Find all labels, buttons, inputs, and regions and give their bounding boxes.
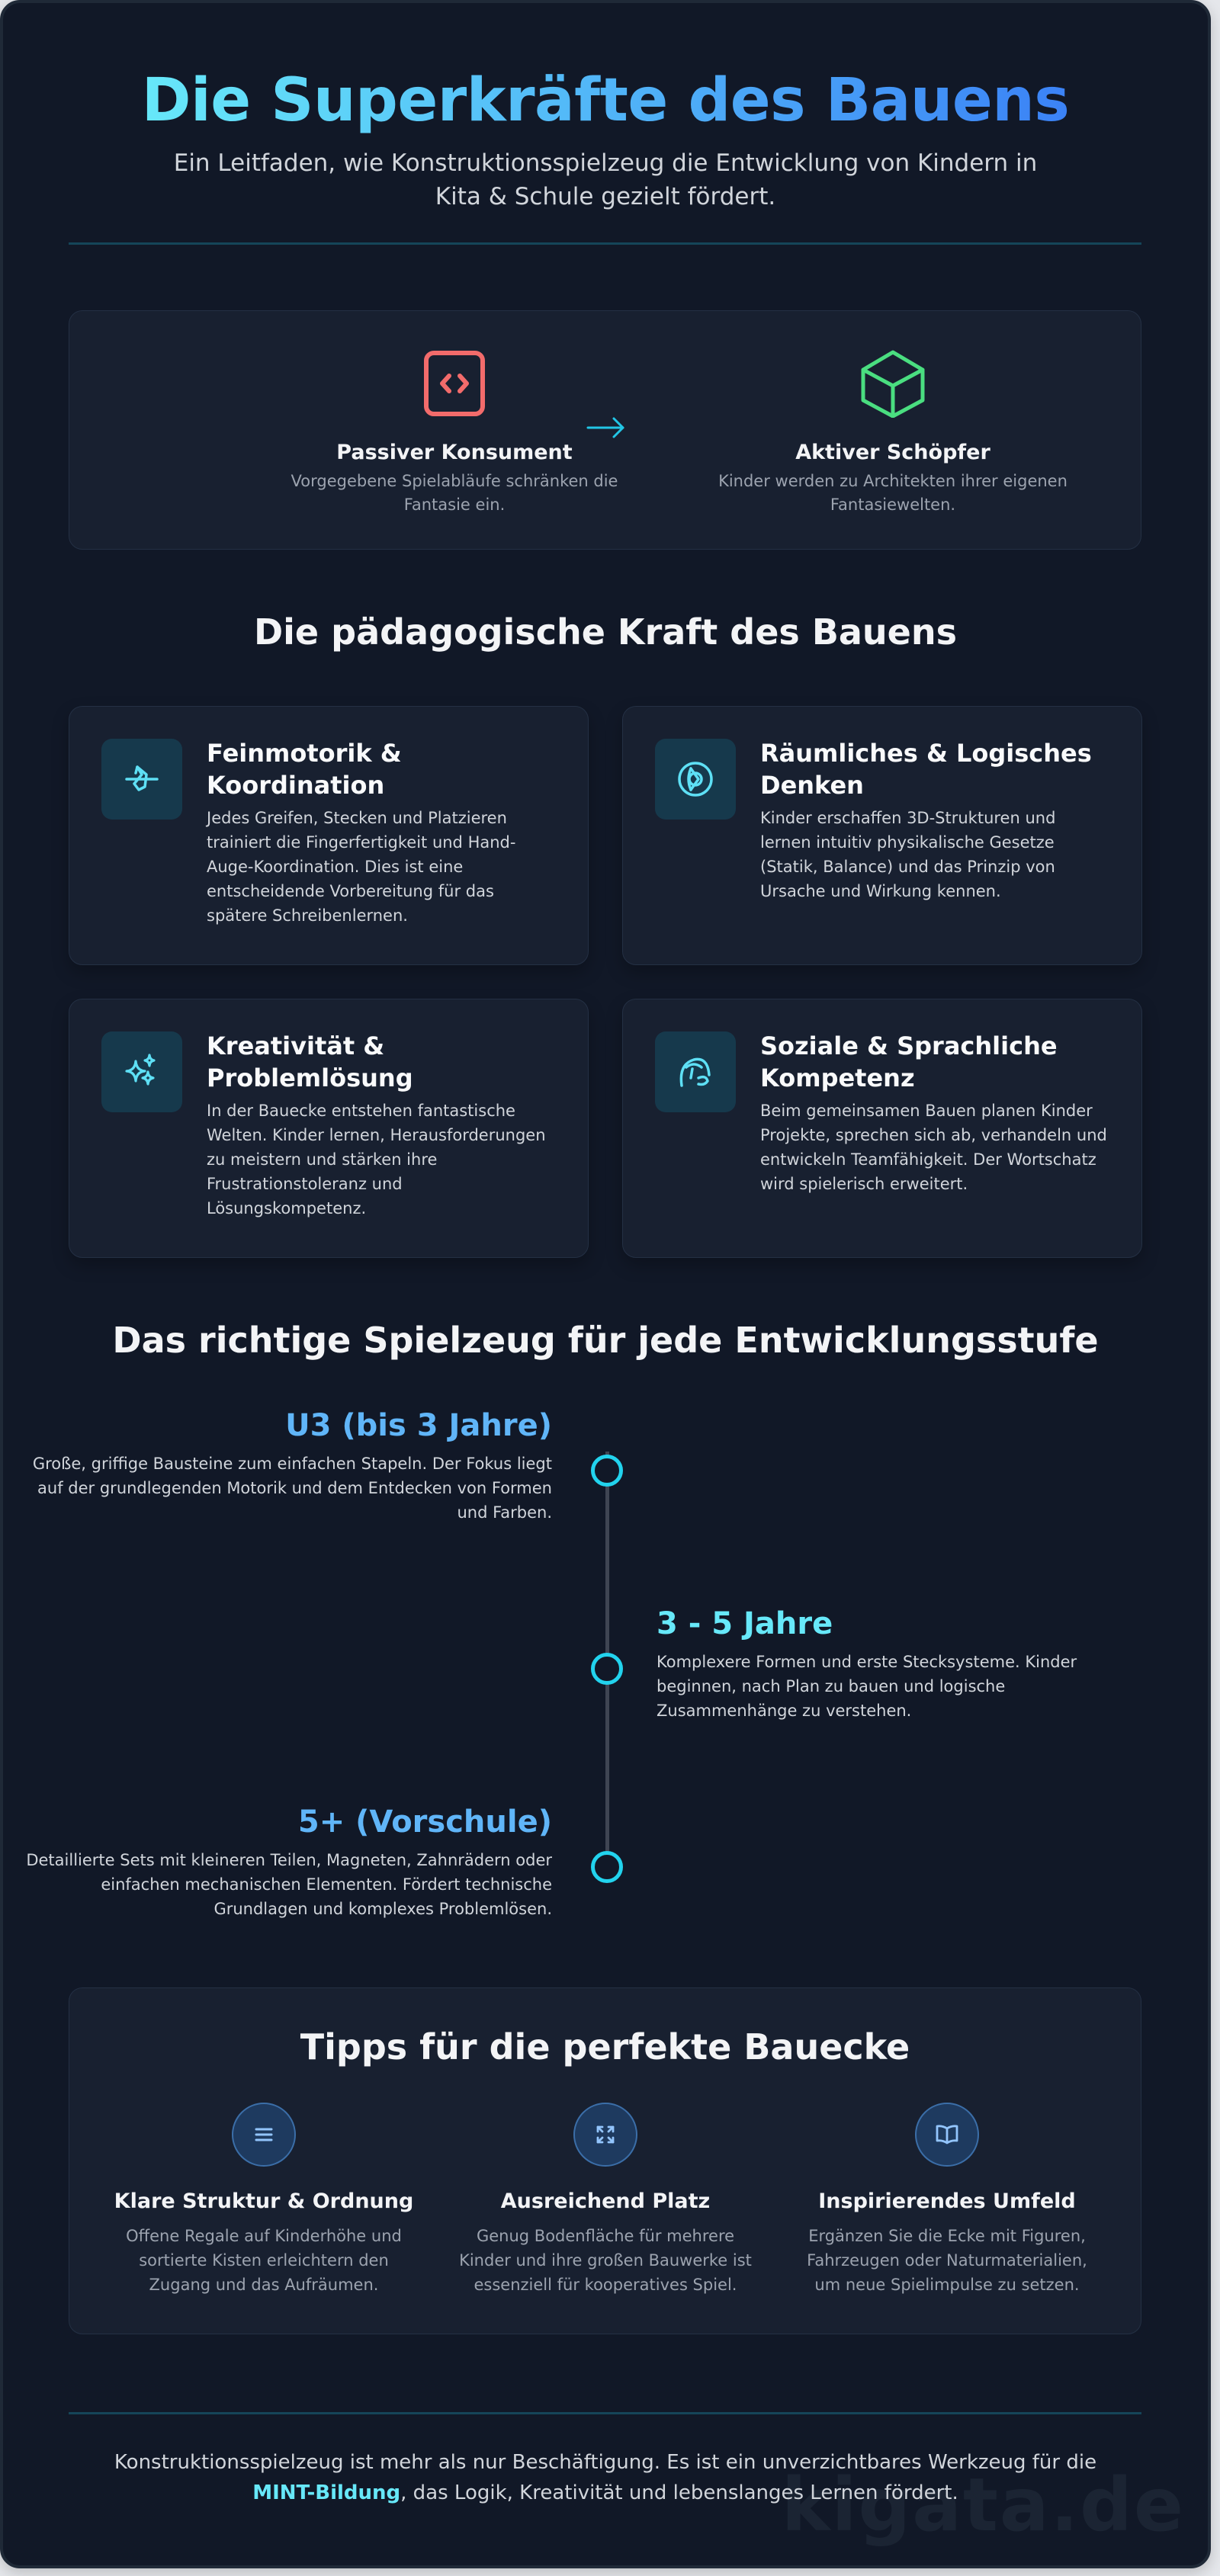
skill-card-fine-motor: Feinmotorik & Koordination Jedes Greifen…: [69, 706, 589, 965]
arrow-right-icon: [586, 417, 624, 438]
stage-title: U3 (bis 3 Jahre): [285, 1408, 552, 1443]
timeline-dot: [591, 1653, 623, 1685]
stage-description: Komplexere Formen und erste Stecksysteme…: [657, 1653, 1077, 1720]
tip-icon-circle: [573, 2103, 637, 2167]
page-subtitle: Ein Leitfaden, wie Konstruktionsspielzeu…: [173, 149, 1038, 210]
hand-coordination-icon: [125, 765, 159, 791]
comparison-card: Passiver Konsument Vorgegebene Spielablä…: [69, 310, 1141, 550]
timeline-heading: Das richtige Spielzeug für jede Entwickl…: [112, 1320, 1099, 1361]
skill-description: Jedes Greifen, Stecken und Platzieren tr…: [207, 809, 516, 925]
skill-icon-box: [101, 1031, 182, 1112]
tip-structure: Klare Struktur & Ordnung Offene Regale a…: [96, 2103, 432, 2297]
active-description: Kinder werden zu Architekten ihrer eigen…: [718, 472, 1068, 514]
tip-icon-circle: [232, 2103, 296, 2167]
tip-title: Inspirierendes Umfeld: [818, 2189, 1076, 2213]
skill-icon-box: [655, 1031, 736, 1112]
footer-divider: [69, 2412, 1141, 2414]
speech-head-icon: [679, 1057, 711, 1087]
sparkles-icon: [125, 1054, 156, 1086]
stage-title: 5+ (Vorschule): [297, 1804, 552, 1840]
menu-lines-icon: [255, 2128, 273, 2141]
tip-description: Genug Bodenfläche für mehrere Kinder und…: [459, 2227, 752, 2294]
expand-arrows-icon: [596, 2125, 615, 2144]
tip-description: Offene Regale auf Kinderhöhe und sortier…: [126, 2227, 402, 2294]
active-creator: Aktiver Schöpfer Kinder werden zu Archit…: [649, 311, 1137, 549]
timeline-stage-3-5: 3 - 5 Jahre Komplexere Formen und erste …: [657, 1604, 1114, 1723]
compass-logic-icon: [678, 762, 713, 797]
skill-icon-box: [101, 739, 182, 820]
skill-description: Beim gemeinsamen Bauen planen Kinder Pro…: [760, 1102, 1107, 1193]
skill-icon-box: [655, 739, 736, 820]
footer-text-end: , das Logik, Kreativität und lebenslange…: [400, 2481, 958, 2504]
stage-description: Detaillierte Sets mit kleineren Teilen, …: [26, 1851, 552, 1918]
active-label: Aktiver Schöpfer: [795, 441, 990, 464]
skill-title: Räumliches & Logisches Denken: [760, 739, 1092, 800]
skill-card-creativity: Kreativität & Problemlösung In der Bauec…: [69, 999, 589, 1258]
tip-description: Ergänzen Sie die Ecke mit Figuren, Fahrz…: [807, 2227, 1087, 2294]
code-brackets-icon: [424, 351, 485, 416]
skill-description: Kinder erschaffen 3D-Strukturen und lern…: [760, 809, 1056, 900]
skill-title: Feinmotorik & Koordination: [207, 739, 402, 800]
skill-card-social-language: Soziale & Sprachliche Kompetenz Beim gem…: [622, 999, 1142, 1258]
stage-title: 3 - 5 Jahre: [657, 1606, 833, 1641]
tips-heading: Tipps für die perfekte Bauecke: [300, 2026, 910, 2068]
skill-title: Soziale & Sprachliche Kompetenz: [760, 1031, 1058, 1092]
tips-card: Tipps für die perfekte Bauecke Klare Str…: [69, 1987, 1141, 2334]
skill-description: In der Bauecke entstehen fantastische We…: [207, 1102, 546, 1217]
timeline-stage-u3: U3 (bis 3 Jahre) Große, griffige Baustei…: [18, 1406, 552, 1525]
page-title: Die Superkräfte des Bauens: [141, 66, 1070, 135]
tip-title: Klare Struktur & Ordnung: [114, 2189, 414, 2213]
header-divider: [69, 242, 1141, 245]
mint-highlight: MINT-Bildung: [252, 2481, 401, 2504]
cube-icon: [861, 350, 925, 418]
open-book-icon: [936, 2125, 958, 2145]
tip-environment: Inspirierendes Umfeld Ergänzen Sie die E…: [779, 2103, 1115, 2297]
skills-heading: Die pädagogische Kraft des Bauens: [253, 611, 958, 653]
stage-description: Große, griffige Bausteine zum einfachen …: [32, 1455, 552, 1522]
watermark: kigata.de: [781, 2462, 1185, 2548]
skill-title: Kreativität & Problemlösung: [207, 1031, 413, 1092]
timeline-dot: [591, 1455, 623, 1487]
skill-card-spatial-logic: Räumliches & Logisches Denken Kinder ers…: [622, 706, 1142, 965]
passive-description: Vorgegebene Spielabläufe schränken die F…: [291, 472, 618, 514]
footer-text-start: Konstruktionsspielzeug ist mehr als nur …: [114, 2451, 1097, 2474]
tip-space: Ausreichend Platz Genug Bodenfläche für …: [438, 2103, 773, 2297]
timeline-dot: [591, 1851, 623, 1883]
passive-label: Passiver Konsument: [336, 441, 573, 464]
timeline-stage-5plus: 5+ (Vorschule) Detaillierte Sets mit kle…: [18, 1802, 552, 1921]
footer-text: Konstruktionsspielzeug ist mehr als nur …: [87, 2447, 1124, 2508]
tip-title: Ausreichend Platz: [500, 2189, 711, 2213]
passive-consumer: Passiver Konsument Vorgegebene Spielablä…: [210, 311, 698, 549]
tip-icon-circle: [915, 2103, 979, 2167]
